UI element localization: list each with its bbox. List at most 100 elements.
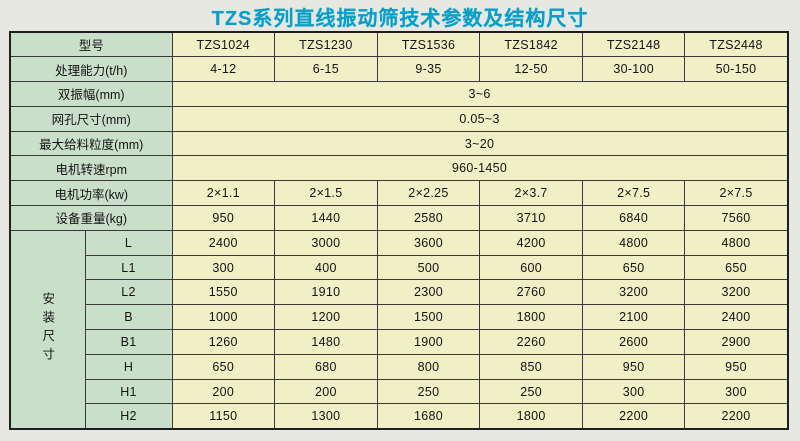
param-value-cell: 2×7.5 bbox=[581, 180, 686, 207]
table-row: B1 1260 1480 1900 2260 2600 2900 bbox=[10, 329, 789, 355]
table-row: 双振幅(mm) 3~6 bbox=[9, 81, 789, 107]
table-row: 处理能力(t/h) 4-12 6-15 9-35 12-50 30-100 50-150 bbox=[9, 56, 789, 83]
table-row: B 1000 1200 1500 1800 2100 2400 bbox=[10, 304, 789, 331]
model-name-cell: TZS2448 bbox=[684, 31, 789, 58]
model-name-cell: TZS2148 bbox=[581, 31, 686, 58]
table-row: 安装尺寸 L 2400 3000 3600 4200 4800 4800 bbox=[9, 229, 789, 430]
param-value-cell: 6-15 bbox=[274, 56, 378, 83]
model-name-cell: TZS1024 bbox=[171, 31, 276, 58]
param-merged-value-cell: 0.05~3 bbox=[171, 105, 789, 132]
param-label-cell: 设备重量(kg) bbox=[9, 205, 173, 231]
install-value-cell: 600 bbox=[479, 254, 583, 281]
install-value-cell: 950 bbox=[581, 353, 686, 380]
install-value-cell: 3200 bbox=[684, 279, 789, 306]
install-label-cell: B bbox=[84, 304, 173, 331]
install-value-cell: 300 bbox=[581, 378, 686, 405]
install-label-cell: L bbox=[84, 229, 173, 256]
param-merged-value-cell: 3~6 bbox=[171, 81, 789, 107]
install-value-cell: 3000 bbox=[274, 229, 378, 256]
install-value-cell: 2400 bbox=[171, 229, 276, 256]
install-value-cell: 1480 bbox=[274, 329, 378, 355]
model-name-cell: TZS1842 bbox=[479, 31, 583, 58]
install-label-cell: H1 bbox=[84, 378, 173, 405]
install-value-cell: 300 bbox=[171, 254, 276, 281]
install-label-cell: L1 bbox=[84, 254, 173, 281]
install-value-cell: 650 bbox=[581, 254, 686, 281]
param-label-cell: 电机转速rpm bbox=[9, 155, 173, 182]
install-value-cell: 1000 bbox=[171, 304, 276, 331]
table-row: 网孔尺寸(mm) 0.05~3 bbox=[9, 105, 789, 132]
param-label-cell: 电机功率(kw) bbox=[9, 180, 173, 207]
install-value-cell: 2400 bbox=[684, 304, 789, 331]
param-merged-value-cell: 960-1450 bbox=[171, 155, 789, 182]
install-value-cell: 1200 bbox=[274, 304, 378, 331]
install-value-cell: 2200 bbox=[581, 403, 686, 430]
install-value-cell: 800 bbox=[376, 353, 481, 380]
param-value-cell: 30-100 bbox=[581, 56, 686, 83]
param-value-cell: 7560 bbox=[684, 205, 789, 231]
install-value-cell: 650 bbox=[171, 353, 276, 380]
table-row: H2 1150 1300 1680 1800 2200 2200 bbox=[10, 403, 789, 430]
install-value-cell: 680 bbox=[274, 353, 378, 380]
install-label-cell: H2 bbox=[84, 403, 173, 430]
install-value-cell: 850 bbox=[479, 353, 583, 380]
param-label-cell: 最大给料粒度(mm) bbox=[9, 130, 173, 157]
param-value-cell: 4-12 bbox=[171, 56, 276, 83]
install-value-cell: 1800 bbox=[479, 304, 583, 331]
install-value-cell: 1150 bbox=[171, 403, 276, 430]
install-value-cell: 3200 bbox=[581, 279, 686, 306]
install-value-cell: 500 bbox=[376, 254, 481, 281]
param-value-cell: 950 bbox=[171, 205, 276, 231]
param-label-cell: 处理能力(t/h) bbox=[9, 56, 173, 83]
table-row: 型号 TZS1024 TZS1230 TZS1536 TZS1842 TZS2148 TZS… bbox=[9, 31, 789, 58]
table-row: L2 1550 1910 2300 2760 3200 3200 bbox=[10, 279, 789, 306]
table-row: 最大给料粒度(mm) 3~20 bbox=[9, 130, 789, 157]
install-value-cell: 2100 bbox=[581, 304, 686, 331]
table-row: 电机转速rpm 960-1450 bbox=[9, 155, 789, 182]
install-value-cell: 1910 bbox=[274, 279, 378, 306]
install-value-cell: 250 bbox=[376, 378, 481, 405]
install-value-cell: 4200 bbox=[479, 229, 583, 256]
install-value-cell: 2300 bbox=[376, 279, 481, 306]
table-row: H 650 680 800 850 950 950 bbox=[10, 353, 789, 380]
param-value-cell: 50-150 bbox=[684, 56, 789, 83]
install-value-cell: 2260 bbox=[479, 329, 583, 355]
install-value-cell: 1550 bbox=[171, 279, 276, 306]
param-value-cell: 2×1.5 bbox=[274, 180, 378, 207]
table-row: 电机功率(kw) 2×1.1 2×1.5 2×2.25 2×3.7 2×7.5 2×7.5 bbox=[9, 180, 789, 207]
param-value-cell: 3710 bbox=[479, 205, 583, 231]
install-value-cell: 1300 bbox=[274, 403, 378, 430]
param-value-cell: 12-50 bbox=[479, 56, 583, 83]
table-row: L1 300 400 500 600 650 650 bbox=[10, 254, 789, 281]
table-row: H1 200 200 250 250 300 300 bbox=[10, 378, 789, 405]
install-label-cell: H bbox=[84, 353, 173, 380]
install-value-cell: 2760 bbox=[479, 279, 583, 306]
install-value-cell: 1900 bbox=[376, 329, 481, 355]
install-value-cell: 200 bbox=[274, 378, 378, 405]
install-value-cell: 1680 bbox=[376, 403, 481, 430]
page-title: TZS系列直线振动筛技术参数及结构尺寸 bbox=[211, 8, 589, 30]
install-value-cell: 400 bbox=[274, 254, 378, 281]
install-value-cell: 4800 bbox=[684, 229, 789, 256]
install-label-cell: L2 bbox=[84, 279, 173, 306]
spec-table: 型号 TZS1024 TZS1230 TZS1536 TZS1842 TZS2148 TZS… bbox=[9, 31, 789, 430]
spec-table-body: 型号 TZS1024 TZS1230 TZS1536 TZS1842 TZS2148 TZS… bbox=[9, 31, 789, 430]
install-value-cell: 4800 bbox=[581, 229, 686, 256]
install-value-cell: 1500 bbox=[376, 304, 481, 331]
install-value-cell: 2900 bbox=[684, 329, 789, 355]
install-value-cell: 2200 bbox=[684, 403, 789, 430]
param-value-cell: 9-35 bbox=[376, 56, 481, 83]
install-value-cell: 950 bbox=[684, 353, 789, 380]
model-name-cell: TZS1536 bbox=[376, 31, 481, 58]
param-value-cell: 2×2.25 bbox=[376, 180, 481, 207]
param-merged-value-cell: 3~20 bbox=[171, 130, 789, 157]
install-value-cell: 650 bbox=[684, 254, 789, 281]
param-value-cell: 2580 bbox=[376, 205, 481, 231]
param-value-cell: 2×1.1 bbox=[171, 180, 276, 207]
install-value-cell: 1800 bbox=[479, 403, 583, 430]
model-header-cell: 型号 bbox=[9, 31, 173, 58]
param-value-cell: 2×7.5 bbox=[684, 180, 789, 207]
install-label-cell: B1 bbox=[84, 329, 173, 355]
param-value-cell: 2×3.7 bbox=[479, 180, 583, 207]
